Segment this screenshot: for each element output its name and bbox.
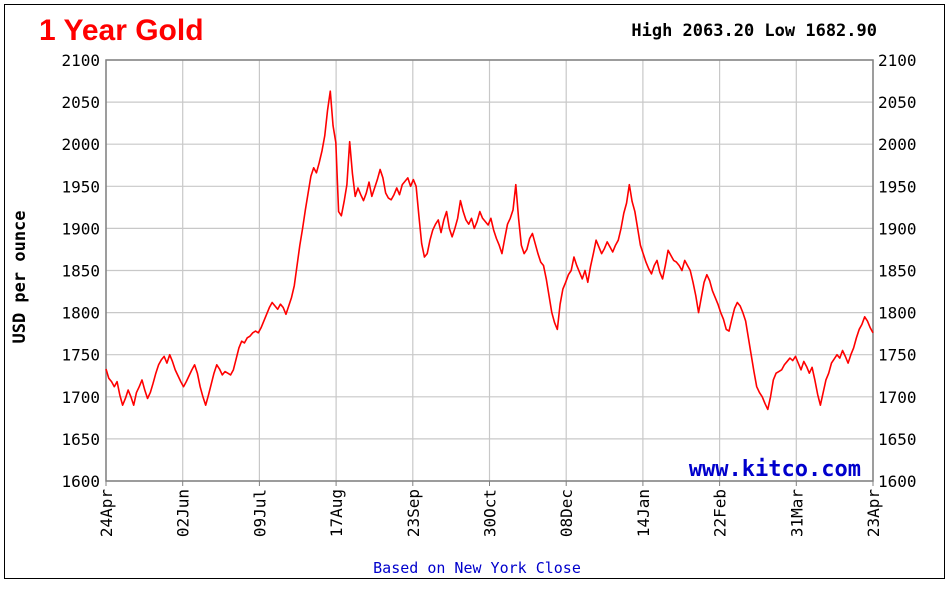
x-tick-label: 02Jun bbox=[174, 489, 193, 537]
x-tick-label: 23Sep bbox=[404, 489, 423, 537]
grid-lines bbox=[105, 59, 874, 482]
y-tick-label: 1700 bbox=[61, 388, 100, 407]
high-low-readout: High 2063.20 Low 1682.90 bbox=[631, 21, 877, 41]
y-axis-label: USD per ounce bbox=[10, 210, 30, 343]
x-tick-labels: 24Apr 02Jun 09Jul 17Aug 23Sep 30Oct 08Dec 14Jan… bbox=[97, 489, 883, 538]
series-line bbox=[105, 90, 874, 411]
y-tick-label: 1650 bbox=[878, 430, 917, 449]
y-tick-label: 1750 bbox=[878, 346, 917, 365]
y-tick-label: 1900 bbox=[878, 219, 917, 238]
x-tick-label: 23Apr bbox=[864, 489, 883, 538]
y-tick-label: 2100 bbox=[61, 51, 100, 70]
plot-frame bbox=[105, 59, 874, 482]
x-axis-label: Based on New York Close bbox=[373, 559, 581, 577]
x-tick-label: 09Jul bbox=[250, 489, 269, 537]
series-layer bbox=[105, 90, 874, 411]
chart-canvas: 1600 1650 1700 1750 1800 1850 1900 1950 2000 2050… bbox=[10, 14, 917, 577]
x-tick-label: 17Aug bbox=[327, 489, 346, 537]
watermark-url: www.kitco.com bbox=[689, 457, 861, 482]
y-tick-label: 1650 bbox=[61, 430, 100, 449]
y-tick-label: 1700 bbox=[878, 388, 917, 407]
y-tick-labels-left: 1600 1650 1700 1750 1800 1850 1900 1950 2000 2050… bbox=[61, 51, 100, 491]
gold-chart: 1600 1650 1700 1750 1800 1850 1900 1950 2000 2050… bbox=[4, 4, 945, 579]
x-tick-label: 31Mar bbox=[787, 489, 806, 538]
y-tick-label: 1800 bbox=[61, 304, 100, 323]
y-tick-label: 1600 bbox=[878, 472, 917, 491]
x-tick-label: 30Oct bbox=[481, 489, 500, 537]
y-tick-label: 1850 bbox=[61, 262, 100, 281]
y-tick-label: 2050 bbox=[61, 93, 100, 112]
axes bbox=[105, 59, 874, 486]
x-tick-label: 08Dec bbox=[557, 489, 576, 537]
y-tick-label: 1750 bbox=[61, 346, 100, 365]
y-tick-label: 2050 bbox=[878, 93, 917, 112]
x-tick-label: 14Jan bbox=[634, 489, 653, 537]
x-tick-label: 22Feb bbox=[711, 489, 730, 537]
chart-title: 1 Year Gold bbox=[39, 14, 204, 47]
y-tick-labels-right: 1600 1650 1700 1750 1800 1850 1900 1950 2000 2050… bbox=[878, 51, 917, 491]
y-tick-label: 1950 bbox=[61, 177, 100, 196]
y-tick-label: 1850 bbox=[878, 262, 917, 281]
y-tick-label: 2000 bbox=[878, 135, 917, 154]
y-tick-label: 1950 bbox=[878, 177, 917, 196]
y-tick-label: 2100 bbox=[878, 51, 917, 70]
y-tick-label: 2000 bbox=[61, 135, 100, 154]
y-tick-label: 1800 bbox=[878, 304, 917, 323]
x-tick-label: 24Apr bbox=[97, 489, 116, 538]
y-tick-label: 1600 bbox=[61, 472, 100, 491]
y-tick-label: 1900 bbox=[61, 219, 100, 238]
